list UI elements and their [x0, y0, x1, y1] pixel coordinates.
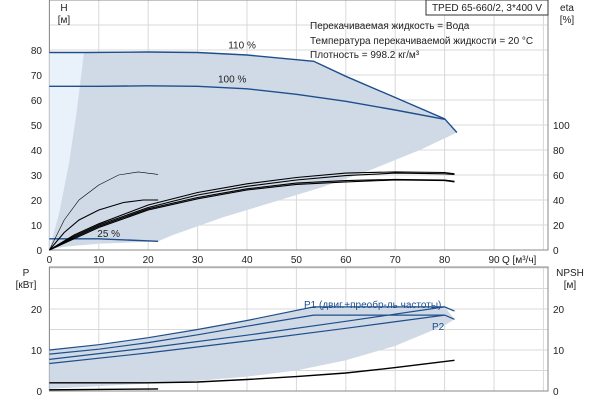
x-tick-label: 50 [291, 255, 303, 266]
eta-curve [49, 179, 455, 251]
x-tick-label: 80 [439, 255, 451, 266]
x-tick-label: 20 [143, 255, 155, 266]
eta-curve [49, 172, 455, 251]
npsh-tick-label: 20 [553, 305, 565, 316]
power-curve [49, 314, 455, 355]
eta-curve [49, 171, 159, 251]
p1-label: P1 (двиг.+преобр-ль частоты) [304, 299, 441, 311]
y-tick-label: 40 [31, 146, 43, 157]
head-curve [49, 51, 458, 133]
y2-tick-label: 80 [553, 146, 565, 157]
power-curve [49, 306, 445, 360]
annotation-liquid: Перекачиваемая жидкость = Вода [310, 21, 470, 32]
chart-title: TPED 65-660/2, 3*400 V [432, 3, 542, 14]
power-curve [49, 314, 445, 365]
y-tick-label: 20 [31, 196, 43, 207]
npsh-curve [49, 359, 455, 384]
npsh-curve [49, 388, 159, 391]
npsh-tick-label: 0 [553, 387, 559, 398]
y-tick-label: 0 [36, 246, 42, 257]
y2-tick-label: 0 [553, 246, 559, 257]
y-tick-label: 30 [31, 171, 43, 182]
x-tick-label: 60 [340, 255, 352, 266]
eta-curve [49, 178, 455, 251]
y-tick-label: 10 [31, 221, 43, 232]
y2-unit-npsh: [м] [564, 280, 577, 291]
y-tick-label: 80 [31, 46, 43, 57]
p-tick-label: 20 [31, 305, 43, 316]
y-unit-h: [м] [58, 15, 71, 26]
y-tick-label: 70 [31, 71, 43, 82]
annotation-density: Плотность = 998.2 кг/м³ [310, 50, 420, 61]
y2-tick-label: 60 [553, 171, 565, 182]
y2-tick-label: 40 [553, 196, 565, 207]
y-tick-label: 50 [31, 121, 43, 132]
head-curve [49, 238, 159, 242]
x-tick-label: 40 [241, 255, 253, 266]
npsh-tick-label: 10 [553, 346, 565, 357]
eta-curve [49, 171, 455, 251]
head-curve [49, 85, 445, 120]
y-label-p: P [23, 268, 30, 279]
p-tick-label: 0 [36, 387, 42, 398]
y2-unit-eta: [%] [560, 15, 575, 26]
p2-label: P2 [432, 322, 445, 333]
x-tick-label: 10 [93, 255, 105, 266]
curve-label-100: 100 % [218, 74, 246, 85]
y2-tick-label: 20 [553, 221, 565, 232]
x-tick-label: 0 [47, 255, 53, 266]
x-tick-label: 30 [192, 255, 204, 266]
y2-label-npsh: NPSH [556, 268, 584, 279]
y-unit-p: [кВт] [16, 280, 37, 291]
y2-label-eta: eta [560, 3, 574, 14]
power-curve [49, 306, 455, 351]
x-tick-label: 90 [488, 255, 500, 266]
y2-tick-label: 100 [553, 121, 570, 132]
curve-label-110: 110 % [228, 41, 256, 52]
y-tick-label: 60 [31, 96, 43, 107]
curve-label-25: 25 % [97, 229, 120, 240]
x-label-q: Q [м³/ч] [502, 255, 537, 266]
title-box [425, 0, 549, 16]
x-tick-label: 70 [390, 255, 402, 266]
operating-region-left [49, 52, 84, 250]
plot-frame-power [48, 266, 549, 392]
y-label-h: H [60, 3, 67, 14]
p-tick-label: 10 [31, 346, 43, 357]
annotation-temperature: Температура перекачиваемой жидкости = 20… [310, 36, 533, 47]
eta-curve [48, 199, 159, 251]
